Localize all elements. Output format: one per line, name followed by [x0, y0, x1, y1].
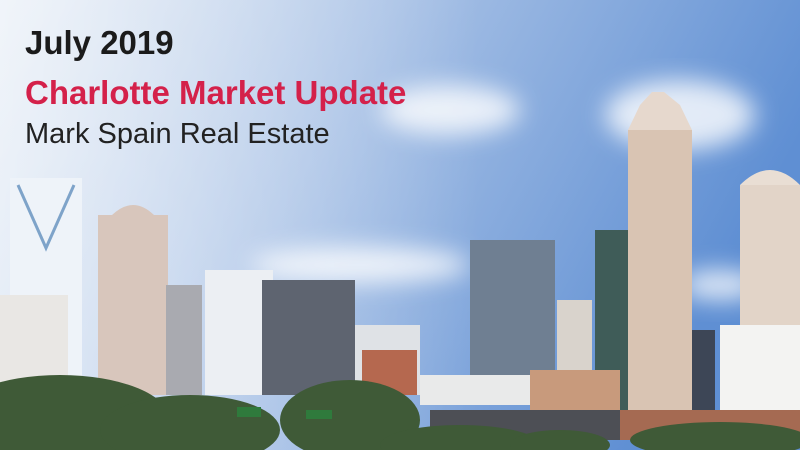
title: Charlotte Market Update [25, 74, 407, 111]
subtitle: Mark Spain Real Estate [25, 118, 330, 150]
date: July 2019 [25, 24, 174, 61]
